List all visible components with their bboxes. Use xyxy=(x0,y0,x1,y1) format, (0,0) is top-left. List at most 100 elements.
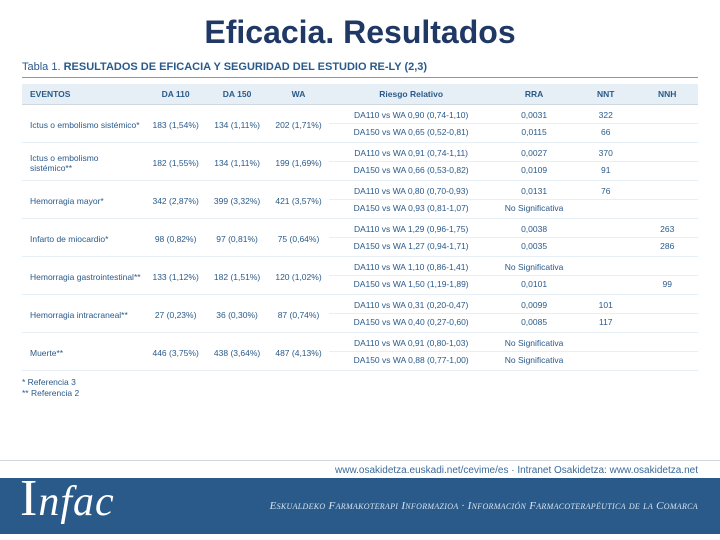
cell: 322 xyxy=(575,105,636,124)
caption-title: RESULTADOS DE EFICACIA Y SEGURIDAD DEL E… xyxy=(64,61,427,73)
footnote: ** Referencia 2 xyxy=(22,388,698,399)
event-cell: Infarto de miocardio* xyxy=(22,219,145,257)
cell: 183 (1,54%) xyxy=(145,105,206,143)
cell: 0,0035 xyxy=(493,238,575,257)
col-header: DA 150 xyxy=(206,84,267,105)
cell: 91 xyxy=(575,162,636,181)
table-row: Ictus o embolismo sistémico**182 (1,55%)… xyxy=(22,143,698,162)
cell: 182 (1,51%) xyxy=(206,257,267,295)
cell: DA150 vs WA 1,27 (0,94-1,71) xyxy=(329,238,493,257)
cell xyxy=(575,238,636,257)
cell: DA110 vs WA 0,90 (0,74-1,10) xyxy=(329,105,493,124)
table-row: Infarto de miocardio*98 (0,82%)97 (0,81%… xyxy=(22,219,698,238)
footer: www.osakidetza.euskadi.net/cevime/es · I… xyxy=(0,460,720,540)
cell: DA150 vs WA 0,66 (0,53-0,82) xyxy=(329,162,493,181)
cell: 438 (3,64%) xyxy=(206,333,267,371)
cell: DA150 vs WA 1,50 (1,19-1,89) xyxy=(329,276,493,295)
cell: 0,0131 xyxy=(493,181,575,200)
cell: DA150 vs WA 0,88 (0,77-1,00) xyxy=(329,352,493,371)
cell: DA150 vs WA 0,40 (0,27-0,60) xyxy=(329,314,493,333)
cell xyxy=(636,333,698,352)
cell: 0,0038 xyxy=(493,219,575,238)
cell: 0,0085 xyxy=(493,314,575,333)
cell: 87 (0,74%) xyxy=(268,295,329,333)
table-row: Hemorragia intracraneal**27 (0,23%)36 (0… xyxy=(22,295,698,314)
cell: 0,0099 xyxy=(493,295,575,314)
cell: 120 (1,02%) xyxy=(268,257,329,295)
cell: No Significativa xyxy=(493,257,575,276)
table-row: Muerte**446 (3,75%)438 (3,64%)487 (4,13%… xyxy=(22,333,698,352)
cell xyxy=(636,181,698,200)
col-header: NNH xyxy=(636,84,698,105)
col-header: Riesgo Relativo xyxy=(329,84,493,105)
cell: 133 (1,12%) xyxy=(145,257,206,295)
cell: 199 (1,69%) xyxy=(268,143,329,181)
cell: 134 (1,11%) xyxy=(206,143,267,181)
cell: 0,0027 xyxy=(493,143,575,162)
col-header: RRA xyxy=(493,84,575,105)
cell: 446 (3,75%) xyxy=(145,333,206,371)
col-header: WA xyxy=(268,84,329,105)
cell: DA110 vs WA 0,80 (0,70-0,93) xyxy=(329,181,493,200)
cell xyxy=(636,352,698,371)
cell: 202 (1,71%) xyxy=(268,105,329,143)
caption-label: Tabla 1. xyxy=(22,61,61,73)
cell xyxy=(636,162,698,181)
event-cell: Hemorragia mayor* xyxy=(22,181,145,219)
cell: 27 (0,23%) xyxy=(145,295,206,333)
cell: DA110 vs WA 1,29 (0,96-1,75) xyxy=(329,219,493,238)
cell: 263 xyxy=(636,219,698,238)
col-header: DA 110 xyxy=(145,84,206,105)
cell: 66 xyxy=(575,124,636,143)
slide-title: Eficacia. Resultados xyxy=(0,0,720,61)
event-cell: Ictus o embolismo sistémico** xyxy=(22,143,145,181)
cell: 134 (1,11%) xyxy=(206,105,267,143)
table-row: Hemorragia gastrointestinal**133 (1,12%)… xyxy=(22,257,698,276)
cell xyxy=(575,352,636,371)
cell xyxy=(636,314,698,333)
cell xyxy=(636,295,698,314)
table-row: Ictus o embolismo sistémico*183 (1,54%)1… xyxy=(22,105,698,124)
cell: 0,0031 xyxy=(493,105,575,124)
event-cell: Hemorragia gastrointestinal** xyxy=(22,257,145,295)
cell xyxy=(575,257,636,276)
cell: DA150 vs WA 0,65 (0,52-0,81) xyxy=(329,124,493,143)
cell: 101 xyxy=(575,295,636,314)
cell: 117 xyxy=(575,314,636,333)
cell: No Significativa xyxy=(493,200,575,219)
cell: 487 (4,13%) xyxy=(268,333,329,371)
cell xyxy=(636,257,698,276)
cell: DA150 vs WA 0,93 (0,81-1,07) xyxy=(329,200,493,219)
cell xyxy=(636,143,698,162)
cell: 75 (0,64%) xyxy=(268,219,329,257)
cell: 97 (0,81%) xyxy=(206,219,267,257)
table-row: Hemorragia mayor*342 (2,87%)399 (3,32%)4… xyxy=(22,181,698,200)
cell: 370 xyxy=(575,143,636,162)
cell: 421 (3,57%) xyxy=(268,181,329,219)
table-header-row: EVENTOS DA 110 DA 150 WA Riesgo Relativo… xyxy=(22,84,698,105)
cell: No Significativa xyxy=(493,333,575,352)
cell: 286 xyxy=(636,238,698,257)
cell: 76 xyxy=(575,181,636,200)
cell: 399 (3,32%) xyxy=(206,181,267,219)
cell xyxy=(575,333,636,352)
cell: No Significativa xyxy=(493,352,575,371)
cell xyxy=(575,276,636,295)
footnotes: * Referencia 3 ** Referencia 2 xyxy=(0,371,720,399)
divider xyxy=(22,77,698,78)
cell: 0,0101 xyxy=(493,276,575,295)
table-caption: Tabla 1. RESULTADOS DE EFICACIA Y SEGURI… xyxy=(0,61,720,77)
brand-logo: Infac xyxy=(20,469,115,528)
cell xyxy=(636,105,698,124)
event-cell: Ictus o embolismo sistémico* xyxy=(22,105,145,143)
cell: DA110 vs WA 0,91 (0,80-1,03) xyxy=(329,333,493,352)
footer-band: Infac Eskualdeko Farmakoterapi Informazi… xyxy=(0,478,720,534)
cell xyxy=(575,219,636,238)
cell: DA110 vs WA 0,91 (0,74-1,11) xyxy=(329,143,493,162)
results-table: EVENTOS DA 110 DA 150 WA Riesgo Relativo… xyxy=(22,84,698,371)
cell: 36 (0,30%) xyxy=(206,295,267,333)
cell: 99 xyxy=(636,276,698,295)
cell xyxy=(636,200,698,219)
col-header: EVENTOS xyxy=(22,84,145,105)
event-cell: Hemorragia intracraneal** xyxy=(22,295,145,333)
